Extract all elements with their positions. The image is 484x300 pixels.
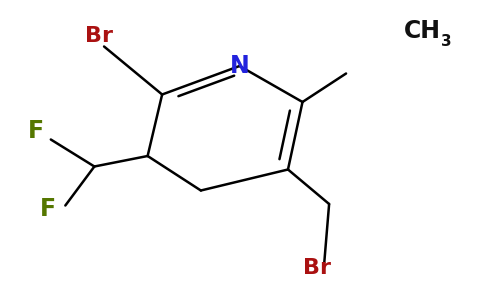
Text: 3: 3 [441,34,452,50]
Text: Br: Br [85,26,113,46]
Text: F: F [40,196,57,220]
Text: Br: Br [303,259,331,278]
Text: F: F [28,118,45,142]
Text: CH: CH [404,20,441,44]
Text: N: N [230,54,249,78]
